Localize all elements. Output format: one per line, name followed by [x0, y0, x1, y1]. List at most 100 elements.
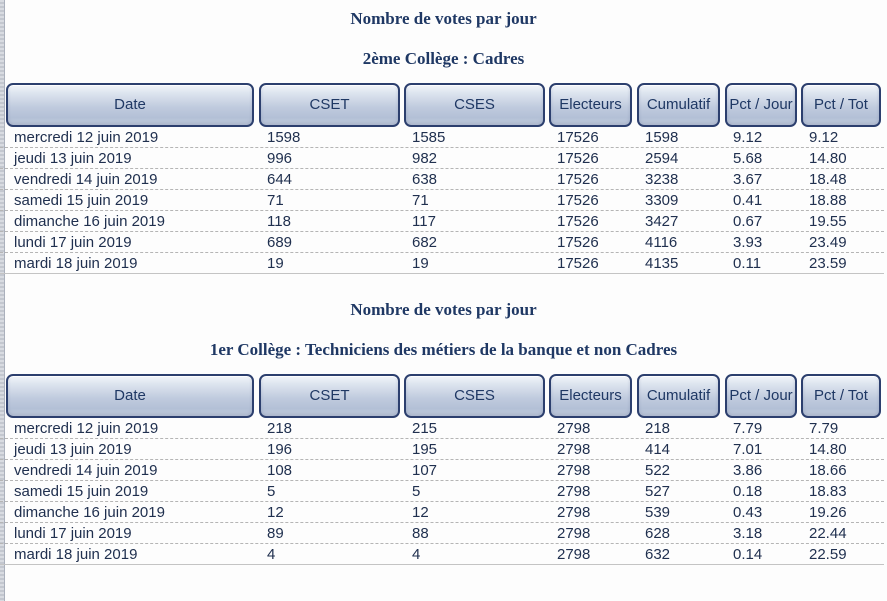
- table-row: vendredi 14 juin 2019 108 107 2798 522 3.86 18…: [0, 460, 884, 481]
- date-cell: vendredi 14 juin 2019: [14, 170, 158, 188]
- date-cell: samedi 15 juin 2019: [14, 482, 149, 500]
- date-cell: lundi 17 juin 2019: [14, 524, 132, 542]
- table-row: lundi 17 juin 2019 89 88 2798 628 3.18 22.44: [0, 523, 884, 544]
- column-header-label: Pct / Tot: [814, 387, 868, 405]
- value-cell: 71: [412, 191, 429, 209]
- column-header-label: Cumulatif: [646, 387, 711, 405]
- value-cell: 23.59: [809, 254, 847, 272]
- date-cell: jeudi 13 juin 2019: [14, 149, 132, 167]
- value-cell: 628: [645, 524, 671, 542]
- value-cell: 539: [645, 503, 671, 521]
- date-cell: samedi 15 juin 2019: [14, 191, 149, 209]
- column-header-electeurs[interactable]: Electeurs: [549, 374, 632, 418]
- value-cell: 1585: [412, 128, 446, 146]
- value-cell: 0.11: [733, 254, 762, 272]
- value-cell: 23.49: [809, 233, 847, 251]
- column-header-cumulatif[interactable]: Cumulatif: [637, 374, 720, 418]
- table-row: samedi 15 juin 2019 5 5 2798 527 0.18 18.83: [0, 481, 884, 502]
- column-header-label: Cumulatif: [646, 96, 711, 114]
- value-cell: 107: [412, 461, 438, 479]
- table-row: jeudi 13 juin 2019 196 195 2798 414 7.01 14.80: [0, 439, 884, 460]
- value-cell: 17526: [557, 254, 599, 272]
- table-row: dimanche 16 juin 2019 118 117 17526 3427 0.67…: [0, 211, 884, 232]
- column-header-label: Electeurs: [559, 96, 622, 114]
- value-cell: 19: [412, 254, 429, 272]
- value-cell: 18.83: [809, 482, 847, 500]
- value-cell: 12: [412, 503, 429, 521]
- value-cell: 196: [267, 440, 293, 458]
- value-cell: 4135: [645, 254, 679, 272]
- table-row: vendredi 14 juin 2019 644 638 17526 3238 3.67…: [0, 169, 884, 190]
- value-cell: 522: [645, 461, 671, 479]
- date-cell: dimanche 16 juin 2019: [14, 503, 165, 521]
- column-header-cumulatif[interactable]: Cumulatif: [637, 83, 720, 127]
- value-cell: 689: [267, 233, 293, 251]
- column-header-cset[interactable]: CSET: [259, 374, 400, 418]
- value-cell: 0.41: [733, 191, 763, 209]
- value-cell: 18.88: [809, 191, 847, 209]
- column-header-label: CSES: [454, 96, 495, 114]
- report-content: Nombre de votes par jour 2ème Collège : …: [0, 9, 887, 565]
- value-cell: 14.80: [809, 149, 847, 167]
- value-cell: 1598: [645, 128, 679, 146]
- value-cell: 2798: [557, 524, 591, 542]
- value-cell: 218: [267, 419, 293, 437]
- column-header-label: Date: [114, 96, 146, 114]
- value-cell: 118: [267, 212, 291, 230]
- value-cell: 5: [412, 482, 421, 500]
- value-cell: 108: [267, 461, 293, 479]
- value-cell: 19.55: [809, 212, 847, 230]
- value-cell: 117: [412, 212, 436, 230]
- value-cell: 3.93: [733, 233, 763, 251]
- value-cell: 3427: [645, 212, 679, 230]
- date-cell: vendredi 14 juin 2019: [14, 461, 158, 479]
- value-cell: 7.79: [733, 419, 763, 437]
- value-cell: 414: [645, 440, 671, 458]
- column-header-label: Pct / Tot: [814, 96, 868, 114]
- value-cell: 3.67: [733, 170, 763, 188]
- column-header-cses[interactable]: CSES: [404, 374, 545, 418]
- date-cell: lundi 17 juin 2019: [14, 233, 132, 251]
- column-header-label: CSES: [454, 387, 495, 405]
- column-header-date[interactable]: Date: [6, 374, 254, 418]
- value-cell: 88: [412, 524, 429, 542]
- value-cell: 2798: [557, 545, 591, 563]
- value-cell: 996: [267, 149, 293, 167]
- value-cell: 14.80: [809, 440, 847, 458]
- column-header-date[interactable]: Date: [6, 83, 254, 127]
- value-cell: 17526: [557, 128, 599, 146]
- table-title: Nombre de votes par jour: [350, 300, 537, 319]
- column-header-pct-jour[interactable]: Pct / Jour: [725, 83, 797, 127]
- value-cell: 71: [267, 191, 284, 209]
- column-header-pct-tot[interactable]: Pct / Tot: [801, 83, 881, 127]
- column-header-pct-jour[interactable]: Pct / Jour: [725, 374, 797, 418]
- table-row: mardi 18 juin 2019 19 19 17526 4135 0.11 23.59: [0, 253, 884, 274]
- frame-border: [0, 0, 5, 601]
- value-cell: 18.48: [809, 170, 847, 188]
- value-cell: 7.01: [733, 440, 763, 458]
- column-header-cset[interactable]: CSET: [259, 83, 400, 127]
- value-cell: 19: [267, 254, 284, 272]
- value-cell: 9.12: [809, 128, 839, 146]
- date-cell: jeudi 13 juin 2019: [14, 440, 132, 458]
- value-cell: 982: [412, 149, 438, 167]
- value-cell: 644: [267, 170, 293, 188]
- column-header-cses[interactable]: CSES: [404, 83, 545, 127]
- table-title: Nombre de votes par jour: [350, 9, 537, 28]
- value-cell: 7.79: [809, 419, 839, 437]
- column-header-electeurs[interactable]: Electeurs: [549, 83, 632, 127]
- table-header-row: Date CSET CSES Electeurs Cumulatif Pct / Jour…: [0, 374, 887, 418]
- column-header-pct-tot[interactable]: Pct / Tot: [801, 374, 881, 418]
- value-cell: 2798: [557, 503, 591, 521]
- table-row: mercredi 12 juin 2019 1598 1585 17526 1598 9.…: [0, 127, 884, 148]
- value-cell: 638: [412, 170, 438, 188]
- table-row: jeudi 13 juin 2019 996 982 17526 2594 5.68 14.…: [0, 148, 884, 169]
- value-cell: 17526: [557, 170, 599, 188]
- table-body: mercredi 12 juin 2019 1598 1585 17526 1598 9.…: [0, 127, 884, 274]
- value-cell: 5.68: [733, 149, 763, 167]
- value-cell: 17526: [557, 233, 599, 251]
- table-row: dimanche 16 juin 2019 12 12 2798 539 0.43 19.2…: [0, 502, 884, 523]
- column-header-label: Electeurs: [559, 387, 622, 405]
- value-cell: 2594: [645, 149, 679, 167]
